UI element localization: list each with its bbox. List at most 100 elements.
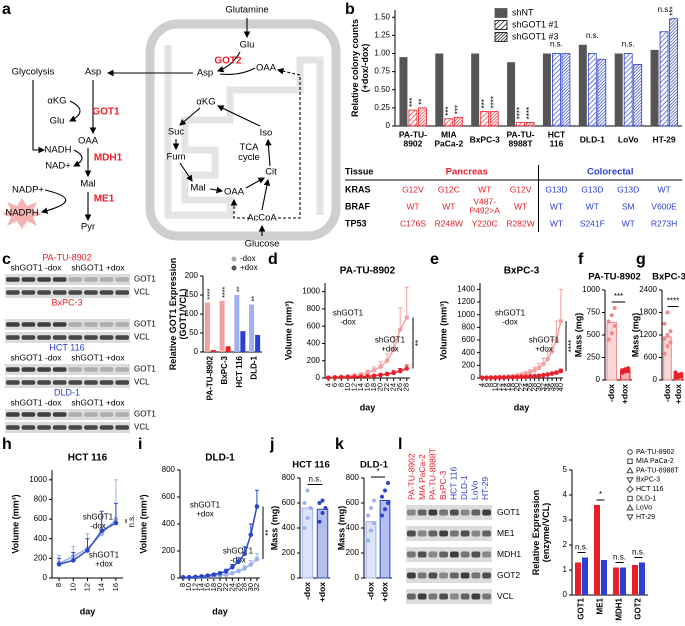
- y-tick-label: 1: [563, 565, 568, 574]
- significance: n.s.: [127, 515, 136, 528]
- cell-line-label: BxPC-3: [51, 297, 82, 307]
- point: [242, 551, 247, 556]
- bar: [444, 118, 454, 127]
- point: [180, 575, 186, 580]
- point: [612, 324, 617, 328]
- blot: [406, 505, 492, 520]
- point: [679, 372, 684, 376]
- x-axis-label: day: [514, 402, 530, 412]
- bar: [587, 53, 597, 127]
- x-tick-label: 26: [233, 583, 242, 591]
- x-tick-label: +dox: [620, 384, 630, 404]
- y-axis-label: Relative GOT1 Expression(GOT1/VCL): [168, 258, 188, 371]
- band: [428, 572, 438, 579]
- table-cell: C176S: [400, 218, 426, 228]
- table-cell: WT: [442, 201, 455, 211]
- legend-swatch: [494, 8, 508, 18]
- y-tick-label: 0: [471, 373, 476, 382]
- point: [492, 375, 498, 380]
- y-axis-label: Mass (mg): [630, 313, 640, 358]
- band: [84, 425, 98, 430]
- cell-line-label: DLD-1: [459, 475, 469, 500]
- x-tick-label: DLD-1: [580, 134, 605, 144]
- point: [609, 313, 614, 318]
- blot: [5, 319, 130, 330]
- point: [554, 337, 559, 343]
- bar: [597, 58, 607, 127]
- y-tick-label: 400: [162, 519, 176, 528]
- point: [205, 573, 210, 578]
- bar: [301, 507, 314, 579]
- point: [668, 340, 673, 345]
- x-tick-label: 36: [547, 383, 556, 391]
- y-tick-label: 50: [189, 328, 198, 337]
- table-cell: V600E: [651, 201, 677, 211]
- y-tick-label: 1800: [639, 308, 657, 317]
- metabolite-label: Glutamine: [225, 5, 268, 16]
- table-cell: S241F: [580, 218, 605, 228]
- point: [186, 575, 192, 580]
- x-tick-label: 22: [382, 383, 391, 391]
- point: [609, 331, 614, 336]
- x-tick-label: 34: [543, 383, 552, 391]
- band: [21, 380, 36, 385]
- x-tick-label: HCT 116: [235, 355, 244, 387]
- table-cell: Y220C: [472, 218, 498, 228]
- x-tick-label: PA-TU-8902: [399, 130, 427, 149]
- significance: ***: [453, 105, 462, 114]
- point: [242, 566, 247, 571]
- metabolite-label: NADH: [45, 145, 72, 156]
- burst: [2, 198, 42, 229]
- mitochondrion: [145, 19, 341, 241]
- bar: [399, 57, 408, 126]
- table-cell: R273H: [651, 218, 677, 228]
- x-tick-label: 32: [252, 583, 261, 591]
- point: [510, 374, 516, 380]
- band: [6, 322, 20, 327]
- metabolite-label: Mal: [190, 183, 205, 194]
- y-tick-label: 1000: [29, 475, 47, 484]
- bar: [594, 505, 600, 595]
- y-tick-label: 1.25: [374, 30, 390, 39]
- point: [612, 306, 617, 310]
- y-axis-label: Relative colony counts(+dox/-dox): [350, 19, 370, 117]
- point: [558, 318, 564, 324]
- point: [620, 368, 625, 373]
- band: [52, 322, 67, 327]
- point: [541, 372, 546, 378]
- band: [439, 593, 448, 600]
- band: [68, 425, 83, 430]
- significance: n.s.: [550, 40, 563, 49]
- group-header: Colorectal: [587, 167, 633, 178]
- x-tick-label: -dox: [365, 582, 375, 600]
- y-tick-label: 0: [355, 573, 360, 582]
- point: [532, 373, 537, 379]
- bar: [606, 321, 617, 381]
- y-tick-label: 600: [346, 498, 360, 507]
- x-tick-label: 10: [343, 383, 352, 391]
- y-tick-label: 600: [644, 353, 658, 362]
- legend-marker: [627, 495, 633, 502]
- cell-line-label: HCT 116: [49, 342, 84, 352]
- legend-marker: [626, 485, 634, 493]
- table-cell: WT: [586, 201, 599, 211]
- y-tick-label: 800: [346, 473, 360, 482]
- point: [404, 315, 410, 320]
- x-tick-label: 24: [227, 583, 236, 591]
- x-tick-label: 14: [197, 583, 206, 591]
- x-tick-label: 28: [240, 583, 249, 591]
- x-tick-label: HT-29: [652, 134, 675, 144]
- bar: [240, 331, 246, 352]
- metabolite-label: αKG: [196, 97, 215, 108]
- bar: [659, 31, 669, 127]
- metabolite-label: Suc: [168, 127, 185, 138]
- significance: ***: [408, 98, 417, 107]
- series-label: shGOT1 +dox: [529, 336, 560, 354]
- y-tick-label: 150: [185, 290, 199, 299]
- point: [484, 375, 489, 381]
- point: [325, 375, 331, 381]
- bar: [249, 304, 255, 352]
- bar: [516, 121, 525, 127]
- legend-label: HT-29: [636, 514, 655, 521]
- x-tick-label: 16: [203, 583, 212, 591]
